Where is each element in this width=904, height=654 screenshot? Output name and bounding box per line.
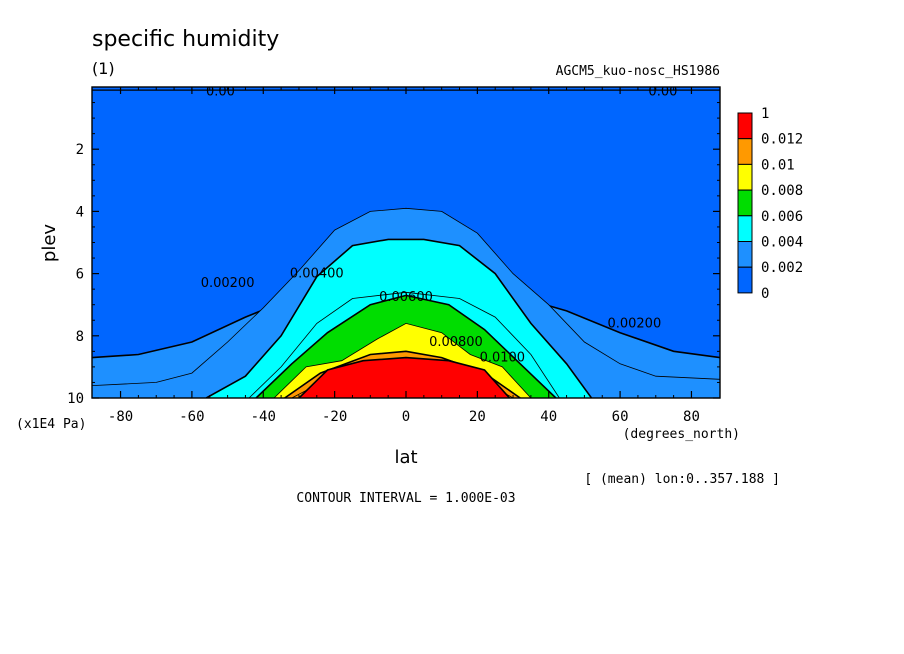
x-tick-label: -60 [179, 409, 204, 425]
legend-swatch [737, 138, 753, 165]
legend-level-label: 1 [761, 106, 769, 122]
legend-swatch [737, 266, 753, 294]
x-tick-label: -80 [108, 409, 133, 425]
y-tick-label: 2 [76, 142, 84, 158]
y-axis: 2 4 6 8 10 [67, 102, 720, 407]
x-tick-label: 80 [683, 409, 700, 425]
x-tick-label: 60 [612, 409, 629, 425]
contour-labels: 0.00 0.00 0.00200 0.00400 0.00600 0.008000.01… [201, 85, 678, 366]
contour-line [205, 238, 593, 398]
contour-line [273, 322, 532, 398]
y-tick-label: 6 [76, 267, 84, 283]
y-unit-label: (x1E4 Pa) [16, 417, 86, 432]
x-tick-label: 40 [540, 409, 557, 425]
x-axis: -80 -60 -40 -20 0 20 40 60 80 [108, 87, 700, 425]
contour-band [299, 357, 510, 398]
contour-label: 0.00200 [607, 316, 661, 331]
legend-level-label: 0.004 [761, 235, 803, 251]
legend-level-label: 0.01 [761, 157, 795, 173]
legend-level-label: 0.006 [761, 209, 803, 225]
contour-label: 0.00400 [290, 267, 344, 282]
contour-bands [92, 207, 720, 398]
contour-label: 0.0100 [480, 351, 526, 366]
contour-line [298, 356, 511, 398]
y-tick-label: 10 [67, 391, 84, 407]
averaging-note: [ (mean) lon:0..357.188 ] [584, 472, 780, 487]
contour-label: 0.00800 [429, 335, 483, 350]
contour-label: 0.00600 [379, 290, 433, 305]
legend-swatch [737, 241, 753, 268]
x-tick-label: 20 [469, 409, 486, 425]
x-tick-label: -40 [251, 409, 276, 425]
y-tick-label: 4 [76, 204, 84, 220]
contour-label: 0.00 [648, 85, 677, 100]
x-unit-label: (degrees_north) [623, 427, 740, 442]
contour-label: 0.00200 [201, 276, 255, 291]
contour-interval-text: CONTOUR INTERVAL = 1.000E-03 [296, 491, 515, 506]
contour-label: 0.00 [206, 85, 235, 100]
legend-swatch [737, 163, 753, 191]
contour-line [248, 291, 560, 398]
model-label: AGCM5_kuo-nosc_HS1986 [556, 64, 720, 79]
legend-level-label: 0.012 [761, 132, 803, 148]
plot-area: 0.00 0.00 0.00200 0.00400 0.00600 0.008000.01… [92, 85, 720, 398]
contour-line [92, 207, 720, 386]
legend-swatch [737, 215, 753, 243]
legend-level-label: 0.002 [761, 260, 803, 276]
x-tick-label: -20 [322, 409, 347, 425]
legend-swatch [737, 189, 753, 217]
x-tick-label: 0 [402, 409, 410, 425]
legend-level-label: 0 [761, 286, 769, 302]
legend-swatch [737, 112, 753, 140]
y-axis-label: plev [39, 224, 60, 263]
colorbar-legend: 1 0.012 0.01 0.008 0.006 0.004 0.002 0 [737, 106, 803, 302]
legend-level-label: 0.008 [761, 183, 803, 199]
contour-line [255, 294, 557, 398]
chart-title: specific humidity [92, 27, 279, 52]
chart-subtitle: (1) [92, 59, 115, 78]
y-tick-label: 8 [76, 329, 84, 345]
x-axis-label: lat [394, 447, 417, 468]
